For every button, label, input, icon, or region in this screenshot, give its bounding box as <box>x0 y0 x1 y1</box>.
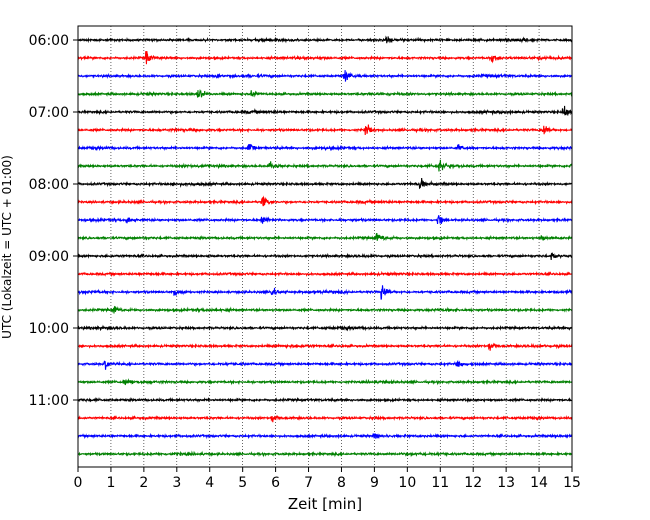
trace-line <box>77 359 573 370</box>
y-tick-label: 11:00 <box>29 393 69 409</box>
trace-line <box>77 215 573 225</box>
trace-line <box>77 177 573 190</box>
x-tick-label: 7 <box>304 475 313 491</box>
x-axis-label: Zeit [min] <box>288 495 362 513</box>
y-tick-label: 10:00 <box>29 321 69 337</box>
trace-line <box>77 195 573 207</box>
y-tick-label: 07:00 <box>29 105 69 121</box>
trace-line <box>77 35 573 44</box>
trace-line <box>77 414 573 423</box>
x-tick-label: 6 <box>271 475 280 491</box>
trace-line <box>77 324 573 332</box>
x-tick-label: 13 <box>497 475 515 491</box>
trace-line <box>77 105 573 116</box>
trace-line <box>77 432 573 440</box>
trace-line <box>77 252 573 260</box>
x-tick-label: 11 <box>431 475 449 491</box>
trace-line <box>77 70 573 82</box>
x-tick-label: 2 <box>139 475 148 491</box>
trace-line <box>77 88 573 98</box>
x-tick-label: 9 <box>370 475 379 491</box>
y-tick-label: 09:00 <box>29 249 69 265</box>
trace-line <box>77 450 573 458</box>
trace-line <box>77 270 573 278</box>
x-tick-label: 14 <box>530 475 548 491</box>
trace-line <box>77 342 573 351</box>
trace-line <box>77 51 573 65</box>
trace-line <box>77 285 573 300</box>
x-tick-label: 0 <box>74 475 83 491</box>
x-tick-label: 10 <box>398 475 416 491</box>
x-axis-ticks: 0 1 2 3 4 5 6 7 8 9 10 11 12 13 14 15 <box>74 467 581 491</box>
y-axis-ticks: 06:00 07:00 08:00 09:00 10:00 11:00 <box>29 33 78 409</box>
trace-line <box>77 396 573 404</box>
y-tick-label: 08:00 <box>29 177 69 193</box>
trace-line <box>77 159 573 172</box>
x-tick-label: 4 <box>205 475 214 491</box>
y-axis-label: UTC (Lokalzeit = UTC + 01:00) <box>0 155 14 339</box>
seismic-traces <box>77 35 573 458</box>
x-tick-label: 15 <box>563 475 581 491</box>
x-tick-label: 1 <box>106 475 115 491</box>
x-tick-label: 3 <box>172 475 181 491</box>
y-tick-label: 06:00 <box>29 33 69 49</box>
x-tick-label: 8 <box>337 475 346 491</box>
plot-frame <box>77 25 573 468</box>
trace-line <box>77 124 573 135</box>
trace-line <box>77 305 573 314</box>
x-tick-label: 12 <box>464 475 482 491</box>
trace-line <box>77 143 573 152</box>
trace-line <box>77 233 573 242</box>
x-tick-label: 5 <box>238 475 247 491</box>
trace-line <box>77 378 573 386</box>
plot-area <box>78 26 572 467</box>
